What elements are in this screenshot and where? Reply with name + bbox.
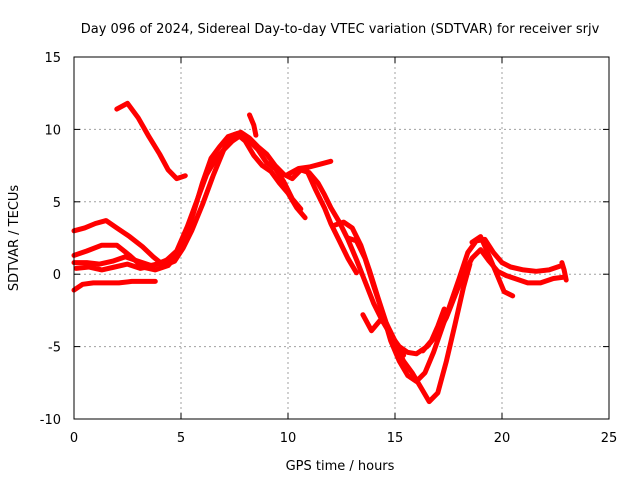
x-tick-label: 20: [494, 431, 511, 446]
y-tick-label: 10: [44, 123, 61, 138]
y-tick-label: -10: [40, 413, 61, 428]
x-tick-label: 5: [177, 431, 185, 446]
series-line-arc-10: [345, 235, 565, 384]
plot-frame: [73, 56, 610, 420]
y-tick-label: 5: [53, 196, 61, 211]
series-line-arc-13: [420, 306, 447, 354]
x-tick-label: 0: [70, 431, 78, 446]
y-tick-label: -5: [48, 341, 61, 356]
x-axis-label: GPS time / hours: [286, 459, 395, 474]
series-line-arc-8: [304, 168, 359, 276]
x-tick-label: 25: [601, 431, 618, 446]
series-line-arc-14: [247, 112, 259, 138]
series-line-arc-1: [114, 100, 188, 182]
x-tick-label: 10: [280, 431, 297, 446]
x-tick-label: 15: [387, 431, 404, 446]
series-line-arc-3: [71, 129, 567, 357]
series-line-arc-6: [71, 278, 158, 293]
chart-title: Day 096 of 2024, Sidereal Day-to-day VTE…: [81, 22, 600, 37]
series-line-arc-12: [360, 312, 407, 358]
series-line-arc-5: [73, 244, 186, 273]
data-series: [71, 100, 569, 405]
y-tick-label: 15: [44, 51, 61, 66]
axis-ticks: 0 5 10 15 20 25 -10 -5 0 5 10 15: [40, 51, 618, 446]
series-line-arc-4: [71, 132, 304, 268]
y-tick-label: 0: [53, 268, 61, 283]
series-line-arc-7: [285, 158, 334, 177]
grid: [74, 57, 609, 419]
y-axis-label: SDTVAR / TECUs: [7, 185, 22, 292]
series-line-arc-15: [559, 260, 569, 283]
series-line-arc-11: [469, 234, 516, 299]
